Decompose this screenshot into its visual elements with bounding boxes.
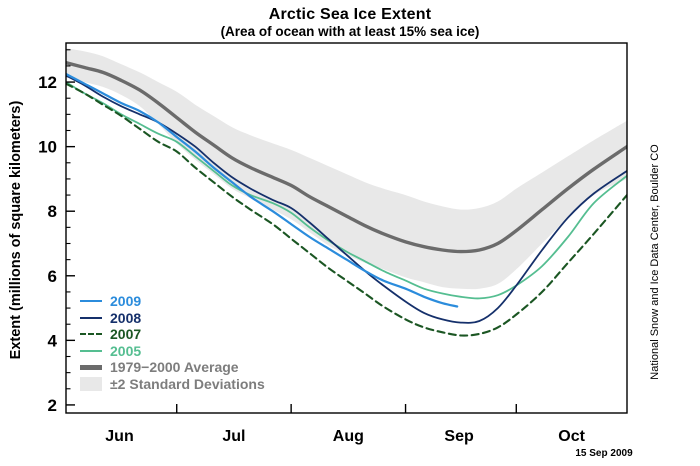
legend-swatch-average <box>80 365 102 370</box>
plot-frame <box>65 42 628 414</box>
legend-label-2009: 2009 <box>110 293 142 310</box>
legend-label-stddev: ±2 Standard Deviations <box>110 375 265 392</box>
chart-legend: 2009 2008 2007 2005 1979−2000 Average ±2… <box>80 293 265 392</box>
series-line-1979-2000-average <box>66 61 627 254</box>
legend-item-stddev: ±2 Standard Deviations <box>80 376 265 393</box>
x-month-label: Jun <box>105 428 133 445</box>
legend-label-2007: 2007 <box>110 326 142 343</box>
y-axis-label: Extent (millions of square kilometers) <box>8 100 24 360</box>
legend-label-2005: 2005 <box>110 342 142 359</box>
x-month-label: Oct <box>558 428 585 445</box>
legend-item-2007: 2007 <box>80 326 265 343</box>
legend-swatch-2008 <box>80 316 102 319</box>
legend-swatch-2005 <box>80 349 102 352</box>
std-dev-band <box>66 48 627 290</box>
legend-item-2009: 2009 <box>80 293 265 310</box>
chart-title: Arctic Sea Ice Extent <box>268 6 432 23</box>
chart-subtitle: (Area of ocean with at least 15% sea ice… <box>220 24 480 39</box>
data-credit-label: National Snow and Ice Data Center, Bould… <box>649 144 661 380</box>
legend-label-average: 1979−2000 Average <box>110 359 239 376</box>
y-tick-label: 12 <box>38 73 57 92</box>
y-tick-label: 8 <box>48 202 57 221</box>
y-tick-label: 10 <box>38 138 57 157</box>
date-stamp: 15 Sep 2009 <box>575 448 633 459</box>
x-month-label: Jul <box>222 428 245 445</box>
legend-swatch-2009 <box>80 300 102 303</box>
legend-item-average: 1979−2000 Average <box>80 359 265 376</box>
series-line-2007 <box>66 82 627 337</box>
y-tick-label: 6 <box>48 267 57 286</box>
plot-series-group <box>66 48 627 337</box>
legend-item-2008: 2008 <box>80 310 265 327</box>
legend-swatch-stddev <box>80 376 102 391</box>
y-tick-label: 2 <box>48 396 57 415</box>
series-line-2009 <box>66 72 459 308</box>
legend-item-2005: 2005 <box>80 343 265 360</box>
x-month-label: Sep <box>444 428 474 445</box>
y-tick-label: 4 <box>48 331 58 350</box>
x-month-label: Aug <box>333 428 364 445</box>
legend-label-2008: 2008 <box>110 309 142 326</box>
legend-swatch-2007 <box>80 333 102 336</box>
series-line-2005 <box>66 81 627 300</box>
